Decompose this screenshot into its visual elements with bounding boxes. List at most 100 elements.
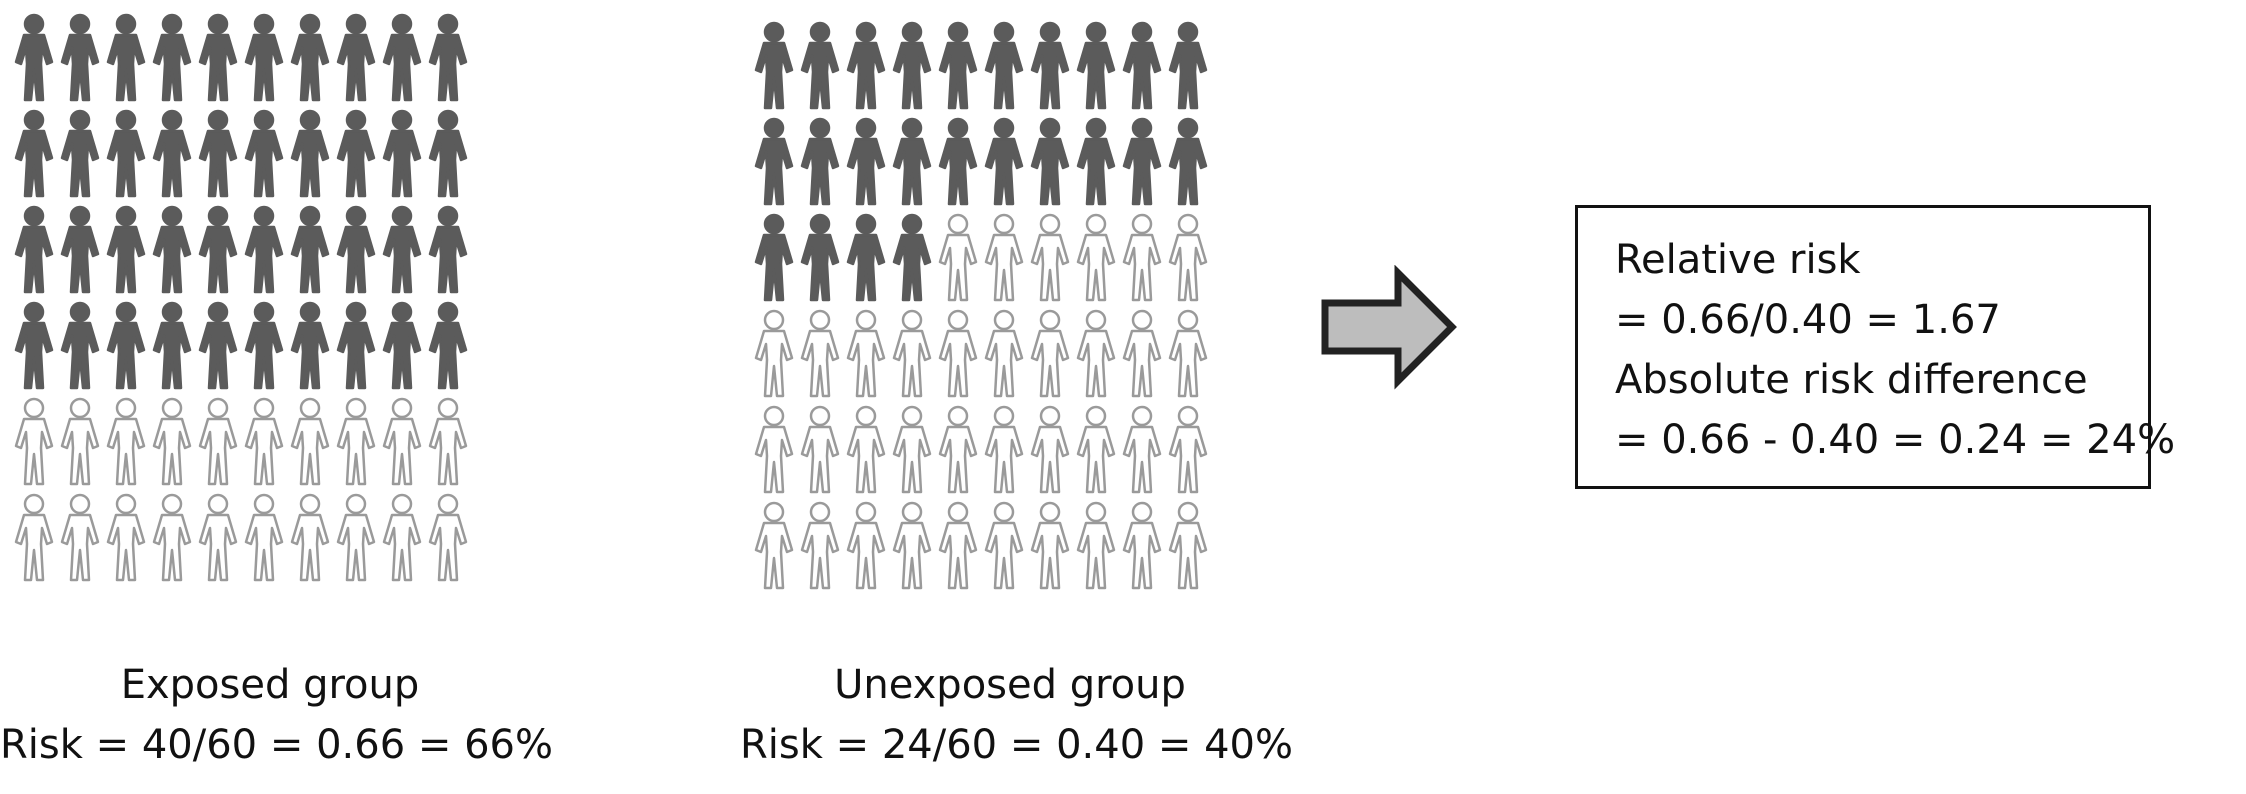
person-icon bbox=[382, 205, 422, 294]
person-icon bbox=[198, 205, 238, 294]
person-icon bbox=[198, 397, 238, 486]
person-icon bbox=[14, 397, 54, 486]
person-icon bbox=[938, 405, 978, 494]
person-icon bbox=[106, 301, 146, 390]
person-icon bbox=[1030, 501, 1070, 590]
exposed-group-risk: Risk = 40/60 = 0.66 = 66% bbox=[0, 722, 553, 768]
person-icon bbox=[14, 301, 54, 390]
person-icon bbox=[1076, 405, 1116, 494]
person-icon bbox=[428, 397, 468, 486]
person-icon bbox=[938, 117, 978, 206]
person-icon bbox=[244, 13, 284, 102]
exposed-group-caption: Exposed group Risk = 40/60 = 0.66 = 66% bbox=[0, 655, 553, 775]
person-icon bbox=[1122, 21, 1162, 110]
person-icon bbox=[1076, 213, 1116, 302]
person-icon bbox=[336, 493, 376, 582]
person-icon bbox=[244, 397, 284, 486]
person-icon bbox=[892, 21, 932, 110]
person-icon bbox=[336, 301, 376, 390]
person-icon bbox=[984, 213, 1024, 302]
person-icon bbox=[106, 13, 146, 102]
person-icon bbox=[336, 397, 376, 486]
person-icon bbox=[382, 301, 422, 390]
person-icon bbox=[754, 117, 794, 206]
person-icon bbox=[152, 205, 192, 294]
unexposed-group-grid bbox=[750, 18, 1240, 613]
person-icon bbox=[892, 405, 932, 494]
person-icon bbox=[800, 501, 840, 590]
person-icon bbox=[846, 405, 886, 494]
person-icon bbox=[60, 493, 100, 582]
person-icon bbox=[938, 501, 978, 590]
person-icon bbox=[984, 501, 1024, 590]
person-icon bbox=[428, 301, 468, 390]
person-icon bbox=[938, 309, 978, 398]
person-icon bbox=[1030, 213, 1070, 302]
person-icon bbox=[1122, 405, 1162, 494]
person-icon bbox=[1168, 117, 1208, 206]
person-icon bbox=[1030, 405, 1070, 494]
person-icon bbox=[152, 493, 192, 582]
person-icon bbox=[846, 21, 886, 110]
person-icon bbox=[800, 405, 840, 494]
person-icon bbox=[336, 205, 376, 294]
person-icon bbox=[14, 109, 54, 198]
person-icon bbox=[244, 301, 284, 390]
person-icon bbox=[1076, 117, 1116, 206]
person-icon bbox=[336, 109, 376, 198]
person-icon bbox=[892, 309, 932, 398]
person-icon bbox=[428, 13, 468, 102]
person-icon bbox=[290, 397, 330, 486]
person-icon bbox=[290, 13, 330, 102]
person-icon bbox=[60, 301, 100, 390]
relative-risk-label: Relative risk bbox=[1615, 237, 1861, 283]
absolute-difference-formula: = 0.66 - 0.40 = 0.24 = 24% bbox=[1615, 417, 2176, 463]
person-icon bbox=[1168, 501, 1208, 590]
person-icon bbox=[800, 213, 840, 302]
person-icon bbox=[106, 109, 146, 198]
person-icon bbox=[152, 13, 192, 102]
person-icon bbox=[892, 117, 932, 206]
person-icon bbox=[800, 21, 840, 110]
person-icon bbox=[106, 493, 146, 582]
unexposed-group-risk: Risk = 24/60 = 0.40 = 40% bbox=[740, 722, 1293, 768]
person-icon bbox=[984, 405, 1024, 494]
person-icon bbox=[800, 309, 840, 398]
person-icon bbox=[1122, 309, 1162, 398]
person-icon bbox=[152, 397, 192, 486]
person-icon bbox=[60, 109, 100, 198]
person-icon bbox=[198, 493, 238, 582]
person-icon bbox=[428, 205, 468, 294]
person-icon bbox=[1030, 309, 1070, 398]
person-icon bbox=[938, 213, 978, 302]
person-icon bbox=[846, 309, 886, 398]
unexposed-group-title: Unexposed group bbox=[834, 662, 1186, 708]
person-icon bbox=[152, 109, 192, 198]
person-icon bbox=[800, 117, 840, 206]
person-icon bbox=[984, 117, 1024, 206]
person-icon bbox=[754, 405, 794, 494]
person-icon bbox=[846, 501, 886, 590]
person-icon bbox=[1122, 213, 1162, 302]
person-icon bbox=[984, 309, 1024, 398]
person-icon bbox=[1168, 213, 1208, 302]
person-icon bbox=[290, 493, 330, 582]
unexposed-people-grid bbox=[754, 21, 1208, 590]
person-icon bbox=[754, 21, 794, 110]
person-icon bbox=[382, 397, 422, 486]
person-icon bbox=[198, 13, 238, 102]
person-icon bbox=[1168, 405, 1208, 494]
person-icon bbox=[152, 301, 192, 390]
person-icon bbox=[846, 213, 886, 302]
person-icon bbox=[892, 213, 932, 302]
relative-risk-formula: = 0.66/0.40 = 1.67 bbox=[1615, 297, 2001, 343]
person-icon bbox=[1030, 21, 1070, 110]
person-icon bbox=[60, 397, 100, 486]
person-icon bbox=[14, 205, 54, 294]
person-icon bbox=[60, 13, 100, 102]
person-icon bbox=[938, 21, 978, 110]
exposed-group-grid bbox=[10, 10, 500, 605]
unexposed-group-caption: Unexposed group Risk = 24/60 = 0.40 = 40… bbox=[740, 655, 1293, 775]
person-icon bbox=[1122, 501, 1162, 590]
person-icon bbox=[754, 309, 794, 398]
